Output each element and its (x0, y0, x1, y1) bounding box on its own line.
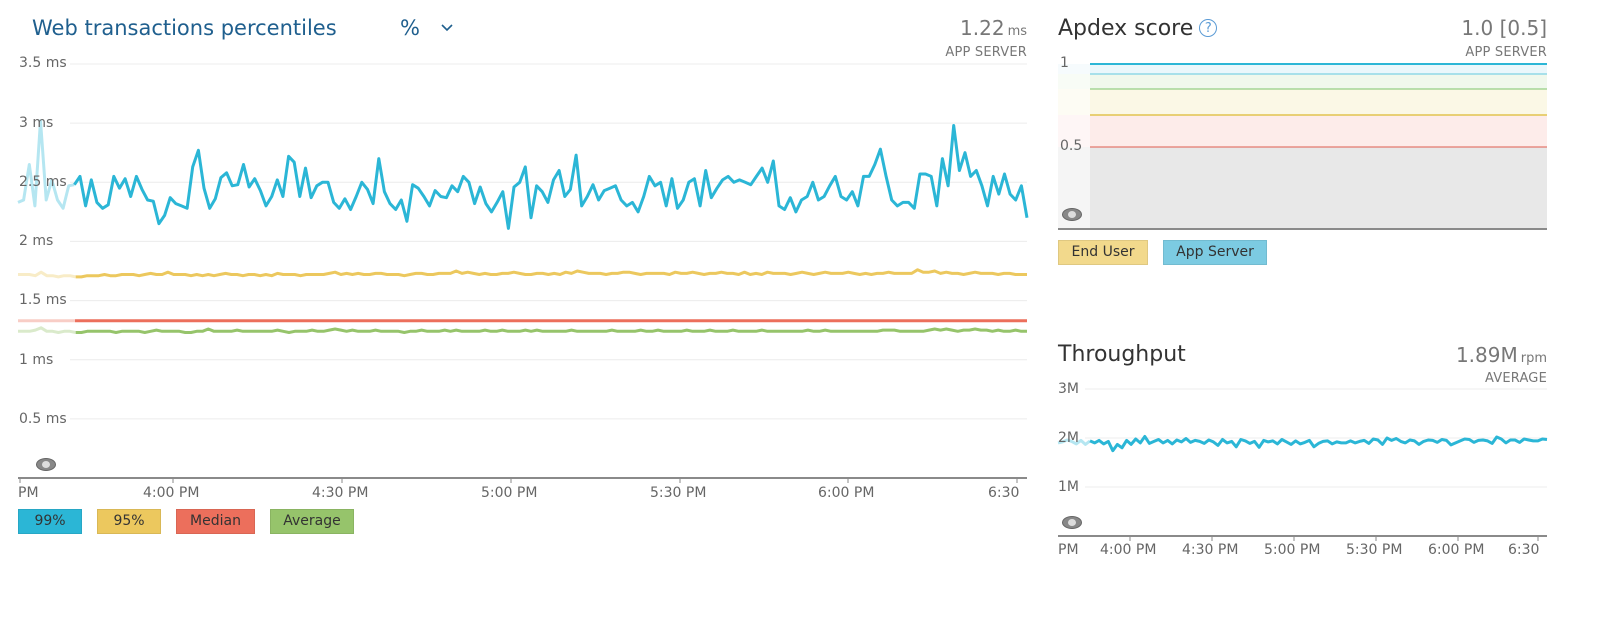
x-tick: 4:30 PM (1182, 542, 1239, 558)
x-tick: 6:00 PM (818, 485, 875, 501)
apdex-band-satisfied (1058, 89, 1547, 115)
series-line-faded-average (18, 326, 77, 334)
throughput-line-faded (1057, 438, 1091, 446)
legend-median[interactable]: Median (176, 509, 255, 534)
y-tick: 3.5 ms (19, 55, 67, 71)
x-tick: 6:00 PM (1428, 542, 1485, 558)
percentiles-title: Web transactions percentiles (32, 16, 337, 40)
y-tick: 0.5 (1060, 138, 1083, 154)
x-tick: 4:30 PM (312, 485, 369, 501)
legend-95[interactable]: 95% (97, 509, 161, 534)
y-tick: 2 ms (19, 233, 54, 249)
apdex-title: Apdex score? (1058, 16, 1218, 41)
x-tick: 6:30 (988, 485, 1020, 501)
y-tick: 0.5 ms (19, 411, 67, 427)
apdex-band-tolerating (1058, 115, 1547, 147)
x-tick: 4:00 PM (1100, 542, 1157, 558)
throughput-value: 1.89M rpm (1456, 343, 1547, 367)
legend-99[interactable]: 99% (18, 509, 82, 534)
x-tick: PM (18, 485, 39, 501)
y-tick: 3M (1058, 381, 1079, 397)
y-tick: 3 ms (19, 115, 54, 131)
help-icon[interactable]: ? (1199, 19, 1218, 37)
throughput-title: Throughput (1058, 342, 1186, 367)
percentiles-value-number: 1.22 (960, 16, 1005, 40)
percentiles-value: 1.22 ms (960, 16, 1027, 40)
apdex-chart (1058, 63, 1547, 230)
x-tick: 5:30 PM (1346, 542, 1403, 558)
chevron-down-icon (441, 24, 453, 32)
series-line-faded-95 (18, 270, 77, 279)
unit-selector[interactable]: % (400, 16, 453, 40)
x-tick: 4:00 PM (143, 485, 200, 501)
throughput-value-unit: rpm (1520, 351, 1547, 366)
y-tick: 1M (1058, 479, 1079, 495)
percentiles-value-unit: ms (1007, 24, 1027, 39)
y-tick: 2M (1058, 430, 1079, 446)
x-tick: PM (1058, 542, 1079, 558)
x-tick: 6:30 (1508, 542, 1540, 558)
visibility-toggle-icon[interactable] (36, 458, 56, 471)
visibility-toggle-icon[interactable] (1062, 208, 1082, 221)
legend-app-server[interactable]: App Server (1163, 240, 1267, 265)
apdex-band-good (1058, 74, 1547, 89)
throughput-value-number: 1.89M (1455, 343, 1518, 367)
throughput-sub: AVERAGE (1484, 371, 1547, 386)
series-line-faded-99 (17, 119, 75, 210)
unit-selector-label: % (400, 16, 420, 40)
y-tick: 1 (1060, 55, 1069, 71)
apdex-title-text: Apdex score (1058, 16, 1194, 41)
apdex-band-excellent (1058, 64, 1547, 74)
legend-average[interactable]: Average (270, 509, 354, 534)
apdex-band-frustrated (1058, 147, 1547, 229)
series-line-average (75, 327, 1027, 334)
x-tick: 5:30 PM (650, 485, 707, 501)
y-tick: 1.5 ms (19, 292, 67, 308)
series-line-99 (73, 124, 1029, 230)
apdex-value: 1.0 [0.5] (1461, 16, 1547, 40)
throughput-chart (1057, 388, 1548, 541)
series-line-95 (75, 268, 1027, 279)
x-tick: 5:00 PM (1264, 542, 1321, 558)
y-tick: 2.5 ms (19, 174, 67, 190)
y-tick: 1 ms (19, 352, 54, 368)
legend-end-user[interactable]: End User (1058, 240, 1148, 265)
percentiles-chart (17, 63, 1029, 483)
x-tick: 5:00 PM (481, 485, 538, 501)
visibility-toggle-icon[interactable] (1062, 516, 1082, 529)
percentiles-sub: APP SERVER (945, 45, 1027, 60)
apdex-sub: APP SERVER (1465, 45, 1547, 60)
throughput-line (1089, 435, 1548, 453)
apdex-faded-region (1058, 64, 1090, 229)
